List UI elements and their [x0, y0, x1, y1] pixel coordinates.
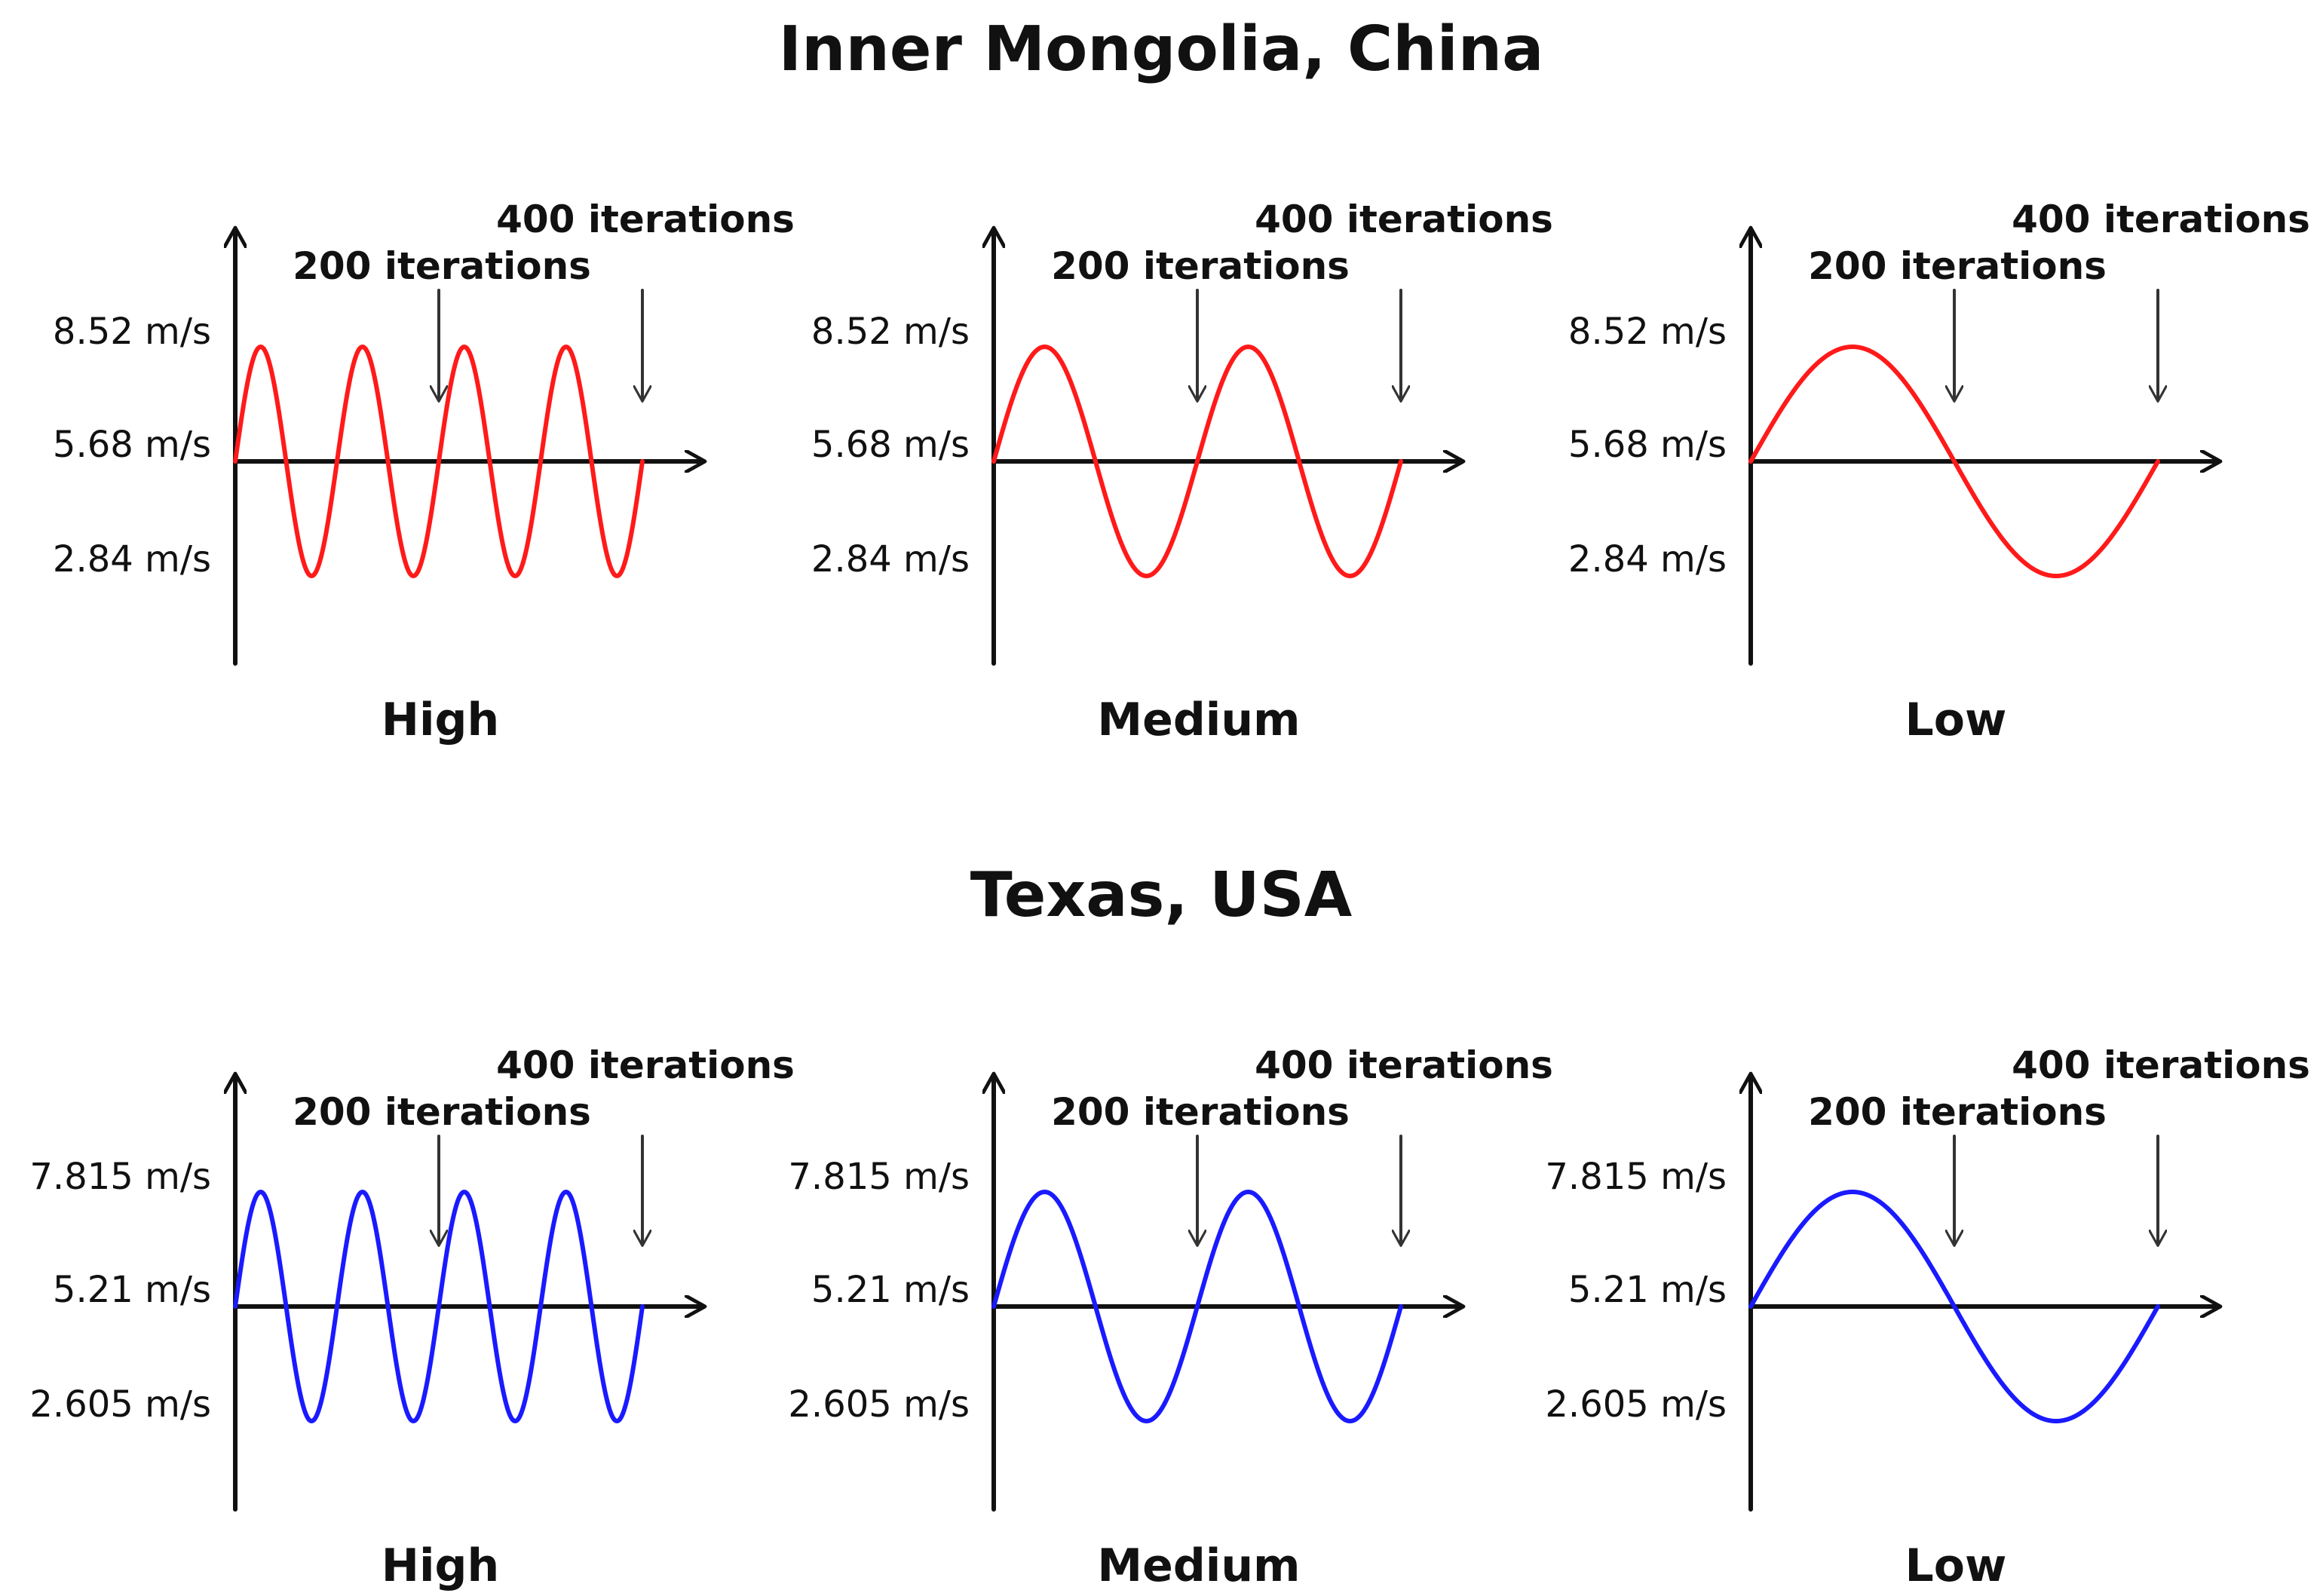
y-tick-label: 5.68 m/s — [811, 424, 970, 466]
iteration-annotation: 400 iterations — [496, 198, 795, 241]
y-tick-label: 8.52 m/s — [1568, 311, 1727, 353]
panel-low: 8.52 m/s 5.68 m/s 2.84 m/s 200 iterations40… — [1568, 198, 2310, 746]
chart-section-2: Texas, USA 7.815 m/s 5.21 m/s 2.605 m/s 200 … — [29, 859, 2310, 1592]
y-tick-label: 5.68 m/s — [53, 424, 211, 466]
y-tick-label: 2.605 m/s — [29, 1383, 211, 1426]
y-tick-label: 7.815 m/s — [788, 1156, 970, 1198]
panel-label: Medium — [1097, 694, 1300, 746]
y-tick-label: 7.815 m/s — [1545, 1156, 1727, 1198]
y-tick-label: 5.21 m/s — [811, 1269, 970, 1311]
panel-label: Medium — [1097, 1539, 1300, 1592]
iteration-annotation: 200 iterations — [1808, 1090, 2107, 1134]
iteration-annotation: 400 iterations — [1255, 1043, 1553, 1087]
iteration-annotation: 400 iterations — [2012, 198, 2310, 241]
iteration-annotation: 200 iterations — [293, 1090, 591, 1134]
panel-medium: 8.52 m/s 5.68 m/s 2.84 m/s 200 iterations40… — [811, 198, 1553, 746]
wind-speed-wave — [1748, 1190, 2160, 1423]
iteration-annotation: 200 iterations — [1051, 1090, 1350, 1134]
wind-speed-wave — [233, 1190, 645, 1423]
iteration-annotation: 400 iterations — [2012, 1043, 2310, 1087]
y-tick-label: 5.68 m/s — [1568, 424, 1727, 466]
panel-low: 7.815 m/s 5.21 m/s 2.605 m/s 200 iterations… — [1545, 1043, 2310, 1592]
iteration-annotation: 200 iterations — [1808, 244, 2107, 288]
iteration-annotation: 400 iterations — [496, 1043, 795, 1087]
panel-label: High — [382, 694, 499, 746]
chart-section-1: Inner Mongolia, China 8.52 m/s 5.68 m/s 2.8… — [53, 14, 2310, 746]
wind-speed-wave — [991, 1190, 1403, 1423]
panel-label: Low — [1905, 694, 2007, 746]
wind-speed-wave — [233, 345, 645, 578]
iteration-annotation: 200 iterations — [1051, 244, 1350, 288]
panel-label: High — [382, 1539, 499, 1592]
section-title: Inner Mongolia, China — [779, 14, 1544, 85]
iteration-annotation: 200 iterations — [293, 244, 591, 288]
wind-speed-wave — [991, 345, 1403, 578]
wind-speed-wave — [1748, 345, 2160, 578]
y-tick-label: 2.84 m/s — [1568, 538, 1727, 581]
y-tick-label: 8.52 m/s — [811, 311, 970, 353]
panel-medium: 7.815 m/s 5.21 m/s 2.605 m/s 200 iterations… — [788, 1043, 1553, 1592]
y-tick-label: 5.21 m/s — [1568, 1269, 1727, 1311]
panel-high: 8.52 m/s 5.68 m/s 2.84 m/s 200 iterations40… — [53, 198, 795, 746]
panel-high: 7.815 m/s 5.21 m/s 2.605 m/s 200 iterations… — [29, 1043, 795, 1592]
y-tick-label: 2.605 m/s — [788, 1383, 970, 1426]
y-tick-label: 5.21 m/s — [53, 1269, 211, 1311]
iteration-annotation: 400 iterations — [1255, 198, 1553, 241]
y-tick-label: 7.815 m/s — [29, 1156, 211, 1198]
panel-label: Low — [1905, 1539, 2007, 1592]
y-tick-label: 2.84 m/s — [811, 538, 970, 581]
y-tick-label: 2.84 m/s — [53, 538, 211, 581]
section-title: Texas, USA — [970, 859, 1353, 931]
y-tick-label: 8.52 m/s — [53, 311, 211, 353]
y-tick-label: 2.605 m/s — [1545, 1383, 1727, 1426]
